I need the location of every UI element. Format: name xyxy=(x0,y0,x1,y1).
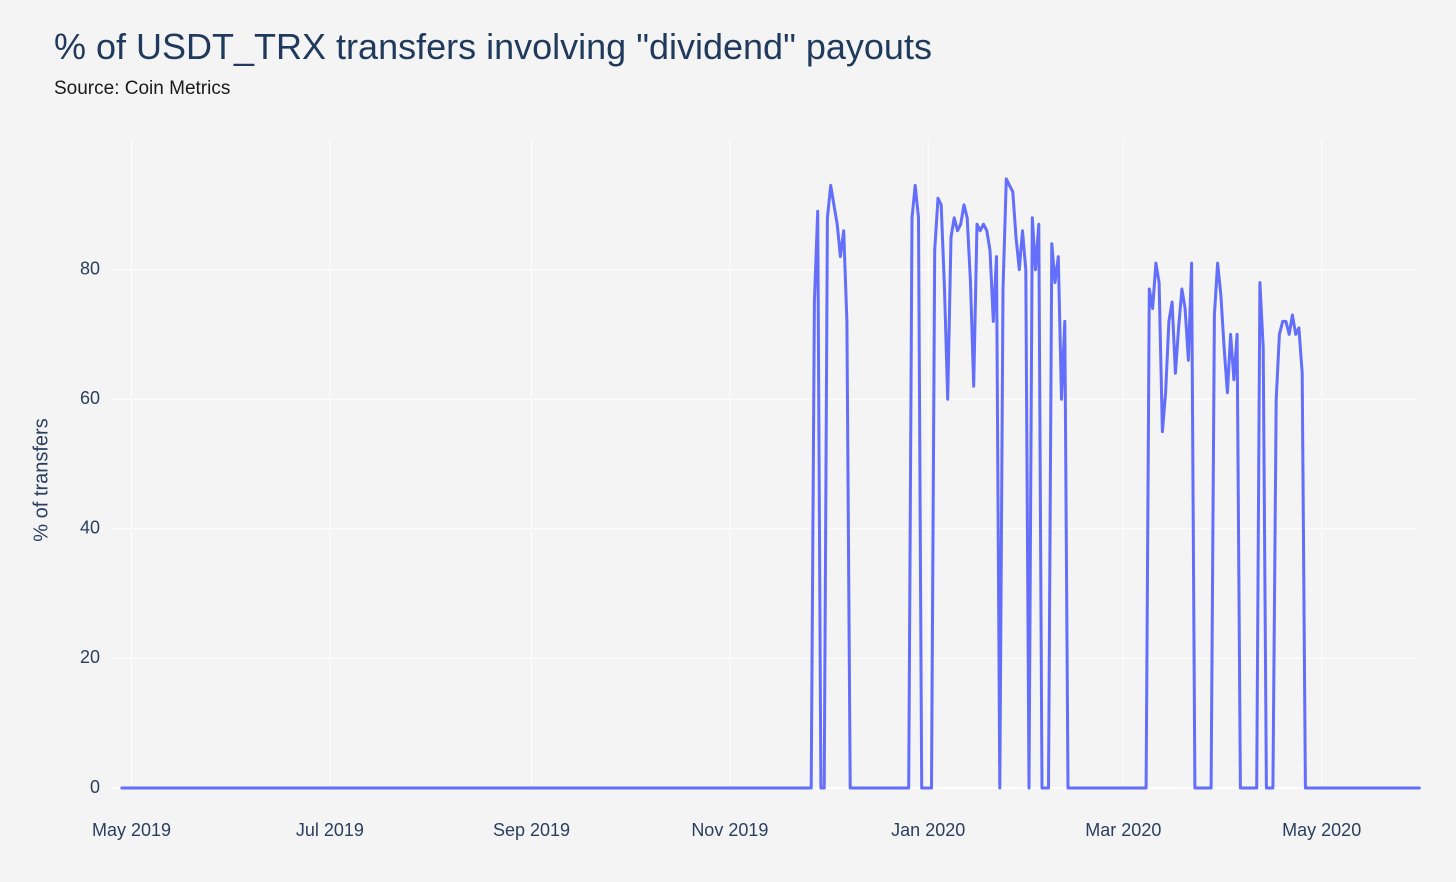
y-tick-label: 60 xyxy=(80,388,100,408)
chart-title: % of USDT_TRX transfers involving "divid… xyxy=(54,26,932,67)
x-tick-labels: May 2019 Jul 2019 Sep 2019 Nov 2019 Jan 2020… xyxy=(92,820,1361,840)
x-tick-label: Nov 2019 xyxy=(691,820,768,840)
y-tick-label: 0 xyxy=(90,777,100,797)
y-tick-labels: 0 20 40 60 80 xyxy=(80,258,100,796)
series-line xyxy=(120,177,1421,790)
series-lines xyxy=(120,177,1421,790)
x-grid-lines xyxy=(131,140,1323,788)
y-tick-label: 80 xyxy=(80,258,100,278)
x-tick-label: Sep 2019 xyxy=(493,820,570,840)
x-tick-label: May 2019 xyxy=(92,820,171,840)
y-tick-label: 40 xyxy=(80,518,100,538)
y-grid-lines xyxy=(112,269,1416,789)
x-tick-label: May 2020 xyxy=(1282,820,1361,840)
x-tick-label: Jul 2019 xyxy=(296,820,364,840)
y-tick-label: 20 xyxy=(80,647,100,667)
x-tick-label: Jan 2020 xyxy=(891,820,965,840)
y-axis-title: % of transfers xyxy=(30,418,52,541)
x-tick-label: Mar 2020 xyxy=(1085,820,1161,840)
chart-subtitle: Source: Coin Metrics xyxy=(54,78,231,99)
